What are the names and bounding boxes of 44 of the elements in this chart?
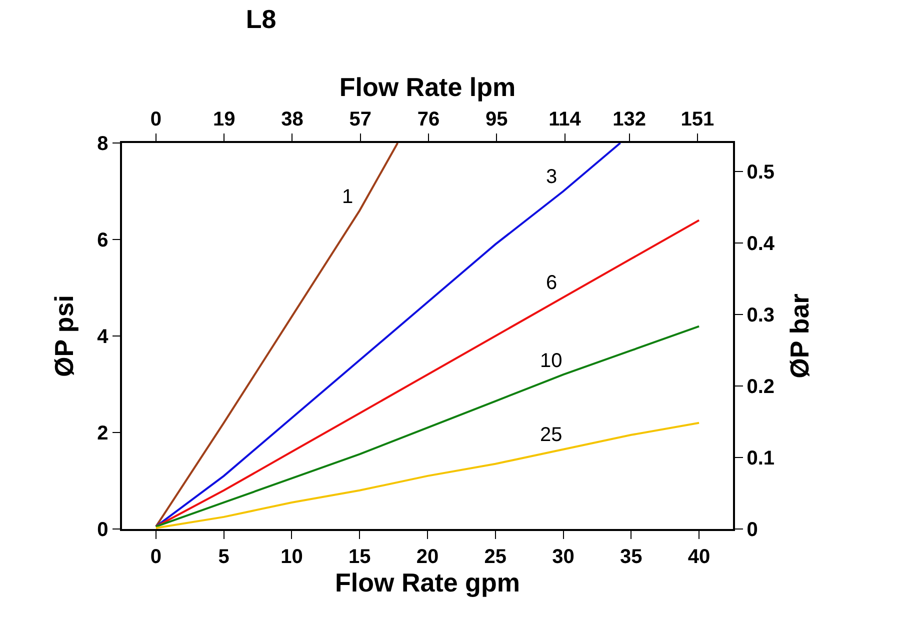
x-tick-label: 40 xyxy=(688,546,710,568)
y-tick-label: 4 xyxy=(97,326,110,348)
x2-tick-label: 151 xyxy=(680,108,714,130)
y2-axis-title: ØP bar xyxy=(784,294,815,378)
x-axis-title: Flow Rate gpm xyxy=(335,568,520,598)
line-series xyxy=(154,143,622,528)
x-tick-label: 20 xyxy=(416,546,439,568)
x2-tick-label: 57 xyxy=(349,108,372,130)
y2-tick-label: 0.3 xyxy=(746,304,775,327)
y2-tick-label: 0.5 xyxy=(746,162,775,184)
x2-tick-label: 0 xyxy=(150,108,162,130)
y-tick-label: 2 xyxy=(97,422,108,444)
line-series xyxy=(154,143,399,528)
y-tick-label: 0 xyxy=(97,519,108,541)
series-label: 3 xyxy=(546,166,558,188)
x2-tick-label: 114 xyxy=(548,108,582,130)
x2-axis-title: Flow Rate lpm xyxy=(339,72,516,102)
y2-tick-label: 0.4 xyxy=(746,233,776,256)
y2-tick-label: 0.2 xyxy=(746,376,775,398)
x-tick-label: 10 xyxy=(280,546,303,568)
line-series xyxy=(154,325,700,528)
y-tick-label: 6 xyxy=(97,230,108,252)
x-tick-label: 25 xyxy=(484,546,507,568)
x-tick-label: 0 xyxy=(150,546,162,568)
x2-tick-label: 132 xyxy=(612,108,646,130)
y2-tick-label: 0 xyxy=(746,519,758,541)
line-series xyxy=(154,219,700,528)
line-series xyxy=(154,422,700,529)
x2-tick-label: 38 xyxy=(281,108,304,130)
series-label: 10 xyxy=(540,350,562,372)
x-tick-label: 35 xyxy=(620,546,642,568)
y2-tick-label: 0.1 xyxy=(746,448,775,470)
series-label: 25 xyxy=(540,424,562,446)
series-label: 1 xyxy=(342,186,354,208)
series-label: 6 xyxy=(546,272,558,294)
x-tick-label: 30 xyxy=(552,546,574,568)
y-axis-title: ØP psi xyxy=(49,295,80,377)
x2-tick-label: 76 xyxy=(417,108,440,130)
chart-title: L8 xyxy=(246,4,276,34)
x-tick-label: 15 xyxy=(348,546,371,568)
y-tick-label: 8 xyxy=(97,133,108,155)
x2-tick-label: 19 xyxy=(212,108,236,130)
x2-tick-label: 95 xyxy=(486,108,508,130)
x-tick-label: 5 xyxy=(218,546,230,568)
